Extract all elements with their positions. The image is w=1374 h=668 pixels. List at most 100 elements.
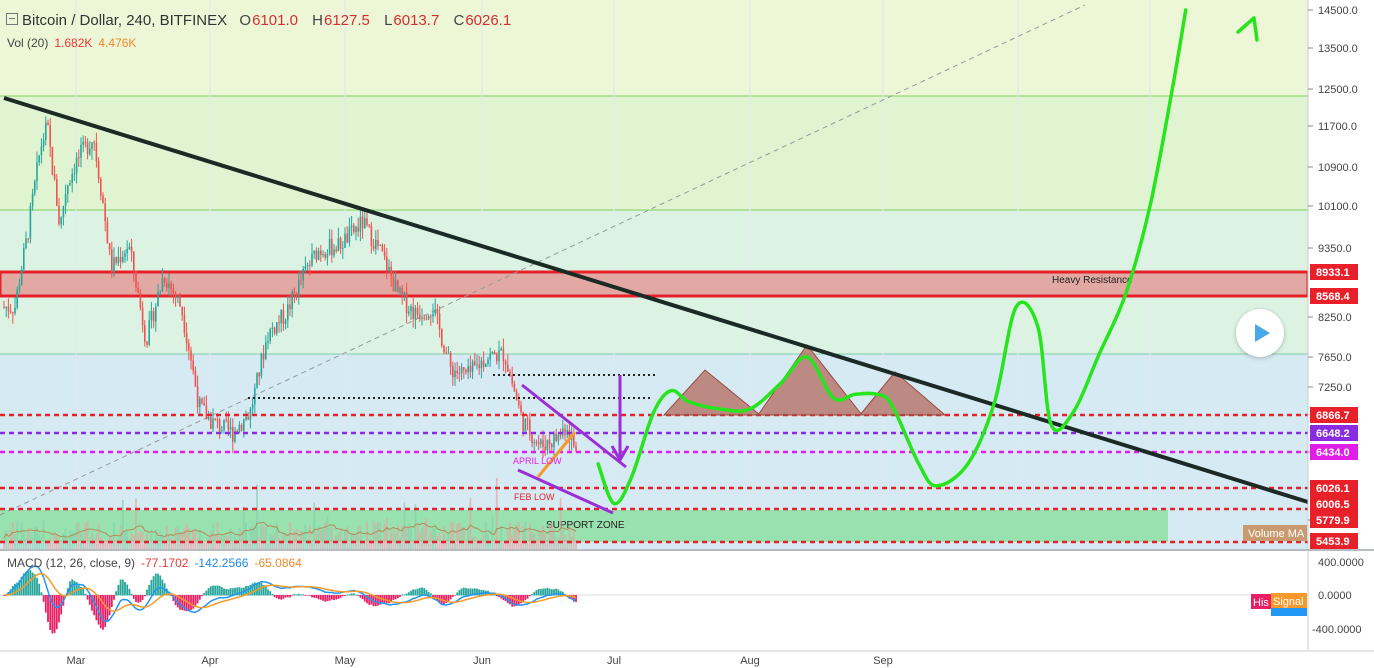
candle-body: [441, 329, 443, 346]
candle-body: [403, 292, 406, 296]
candle-body: [553, 433, 555, 448]
macd-hist-bar: [436, 595, 439, 601]
macd-hist-bar: [93, 595, 96, 616]
candle-body: [421, 317, 423, 320]
volume-bar: [546, 539, 549, 549]
candle-body: [111, 249, 113, 273]
volume-bar: [143, 542, 146, 549]
candle-body: [161, 278, 164, 291]
volume-bar: [51, 542, 54, 549]
volume-bar: [306, 539, 309, 549]
volume-bar: [438, 532, 441, 549]
macd-hist-bar: [234, 587, 236, 596]
play-button[interactable]: [1236, 309, 1284, 357]
volume-bar: [126, 531, 129, 549]
macd-hist-bar: [537, 589, 540, 596]
macd-hist-bar: [179, 595, 181, 610]
candle-body: [346, 233, 348, 243]
candle-body: [375, 239, 377, 249]
price-label-badge: [1310, 425, 1358, 441]
candle-body: [130, 246, 133, 252]
macd-hist-bar: [284, 595, 287, 598]
volume-bar: [77, 522, 80, 549]
candle-body: [135, 271, 137, 288]
volume-bar: [458, 522, 461, 549]
candle-body: [31, 193, 34, 206]
macd-hist-bar: [333, 595, 335, 601]
collapse-icon[interactable]: [6, 13, 18, 25]
candle-body: [137, 287, 139, 293]
macd-hist-bar: [121, 579, 124, 596]
macd-hist-bar: [330, 595, 333, 600]
candle-body: [361, 216, 364, 229]
macd-hist-bar: [295, 594, 298, 596]
macd-hist-bar: [374, 595, 377, 607]
candle-body: [179, 296, 181, 307]
candle-body: [245, 417, 247, 420]
volume-bar: [300, 530, 302, 549]
macd-hist-bar: [16, 582, 19, 596]
volume-legend: Vol (20) 1.682K 4.476K: [7, 36, 136, 50]
volume-bar: [500, 526, 503, 549]
macd-hist-bar: [421, 587, 423, 596]
volume-bar: [460, 526, 463, 549]
candle-body: [331, 238, 333, 256]
candle-body: [128, 246, 131, 250]
volume-bar: [71, 531, 74, 549]
volume-bar: [128, 539, 131, 549]
candle-body: [155, 306, 157, 322]
candle-body: [529, 419, 531, 435]
candle-body: [203, 403, 205, 406]
volume-bar: [491, 516, 494, 549]
volume-bar: [7, 541, 10, 549]
macd-hist-bar: [317, 595, 320, 600]
volume-bar: [11, 521, 14, 549]
macd-hist-bar: [36, 577, 38, 596]
volume-bar: [69, 529, 71, 549]
open-label: O: [239, 12, 252, 29]
volume-bar: [315, 529, 318, 549]
candle-body: [309, 265, 311, 267]
candle-body: [350, 225, 353, 228]
candle-body: [192, 360, 194, 371]
candle-body: [520, 405, 522, 413]
candle-body: [75, 157, 78, 174]
volume-bar: [110, 537, 113, 549]
volume-ma-value: 4.476K: [98, 36, 137, 50]
macd-hist-bar: [132, 595, 135, 599]
macd-hist-bar: [319, 595, 322, 600]
candle-body: [5, 306, 7, 308]
volume-bar: [568, 526, 571, 549]
x-tick-label: May: [335, 655, 356, 667]
macd-hist-bar: [181, 595, 184, 611]
candle-body: [427, 316, 430, 319]
macd-hist-bar: [462, 587, 465, 596]
macd-hist-bar: [416, 588, 419, 596]
volume-bar: [73, 532, 76, 549]
y-tick-label: 7650.0: [1318, 352, 1352, 364]
candle-body: [67, 185, 69, 194]
volume-bar: [154, 529, 157, 549]
macd-hist-bar: [447, 595, 450, 601]
candle-body: [540, 439, 542, 445]
candle-body: [568, 430, 571, 441]
volume-bar: [88, 538, 91, 549]
macd-hist-bar: [135, 595, 137, 602]
macd-hist-bar: [394, 595, 397, 600]
macd-hist-bar: [546, 587, 549, 596]
candle-body: [463, 367, 465, 370]
candle-body: [537, 442, 540, 445]
macd-hist-bar: [124, 582, 126, 596]
volume-bar: [18, 539, 21, 549]
volume-bar: [201, 542, 203, 549]
macd-hist-bar: [148, 584, 151, 596]
macd-hist-bar: [451, 595, 454, 597]
volume-bar: [522, 525, 525, 549]
candle-body: [276, 322, 278, 334]
macd-hist-bar: [201, 595, 203, 597]
candle-body: [201, 398, 203, 404]
macd-hist-bar: [185, 595, 188, 612]
candle-body: [381, 244, 384, 252]
candle-body: [548, 440, 551, 445]
